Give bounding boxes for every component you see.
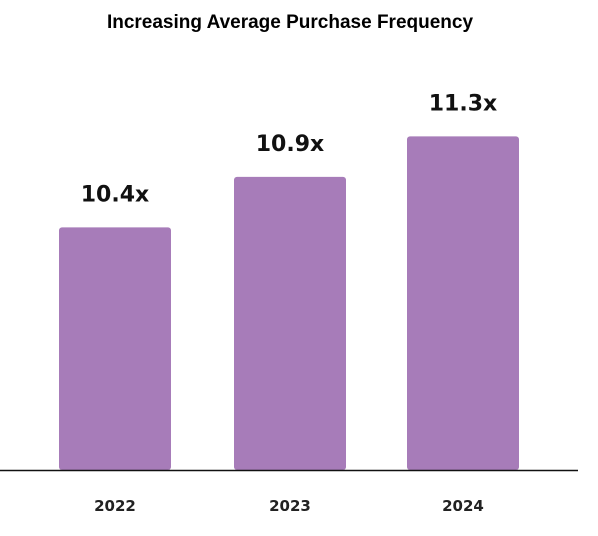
data-label-2022: 10.4x: [81, 182, 149, 207]
x-tick-labels-group: 2022 2023 2024: [94, 497, 484, 515]
data-label-2023: 10.9x: [256, 132, 324, 157]
x-tick-label-2022: 2022: [94, 497, 136, 515]
bar-2024: [407, 136, 519, 470]
x-tick-label-2024: 2024: [442, 497, 484, 515]
x-tick-label-2023: 2023: [269, 497, 311, 515]
bar-2023: [234, 176, 346, 470]
bars-group: [59, 136, 519, 470]
bar-2022: [59, 227, 171, 470]
data-labels-group: 10.4x 10.9x 11.3x: [81, 91, 497, 207]
data-label-2024: 11.3x: [429, 91, 497, 116]
chart-title: Increasing Average Purchase Frequency: [106, 12, 474, 33]
